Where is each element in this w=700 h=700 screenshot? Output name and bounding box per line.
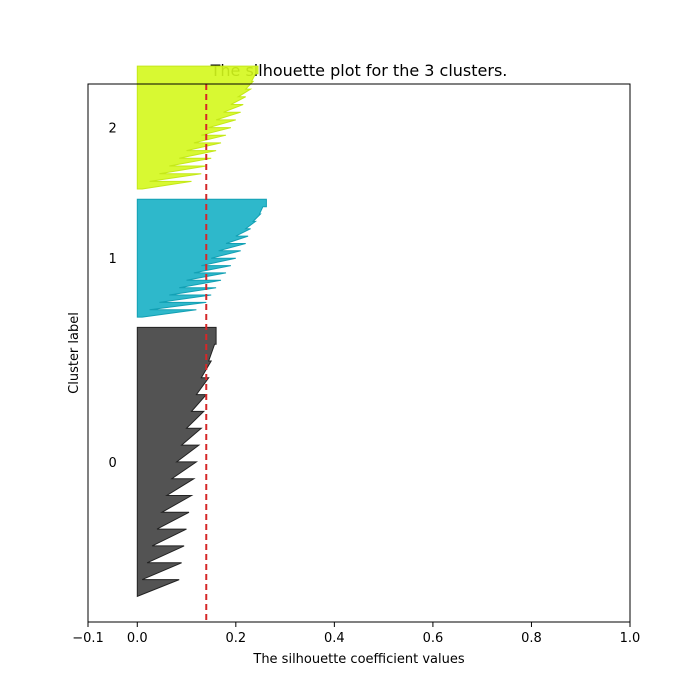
x-axis-label: The silhouette coefficient values <box>252 652 464 667</box>
cluster-label-2: 2 <box>108 122 116 137</box>
cluster-label-0: 0 <box>108 456 116 471</box>
cluster-label-1: 1 <box>108 252 116 267</box>
plot-frame <box>87 83 631 623</box>
x-tick-label: 0.0 <box>127 631 148 646</box>
x-tick-label: 1.0 <box>620 631 641 646</box>
chart-title: The silhouette plot for the 3 clusters. <box>210 61 508 80</box>
silhouette-cluster-2 <box>136 65 259 190</box>
x-tick-label: −0.1 <box>72 631 104 646</box>
x-tick-label: 0.8 <box>521 631 542 646</box>
x-tick-label: 0.4 <box>324 631 345 646</box>
x-tick-label: 0.6 <box>423 631 444 646</box>
y-axis-label: Cluster label <box>67 312 82 394</box>
silhouette-cluster-1 <box>136 198 267 318</box>
plot-area: 0 1 2 <box>108 65 267 622</box>
x-tick-label: 0.2 <box>225 631 246 646</box>
x-axis: −0.1 0.0 0.2 0.4 0.6 0.8 1.0 <box>72 622 640 646</box>
